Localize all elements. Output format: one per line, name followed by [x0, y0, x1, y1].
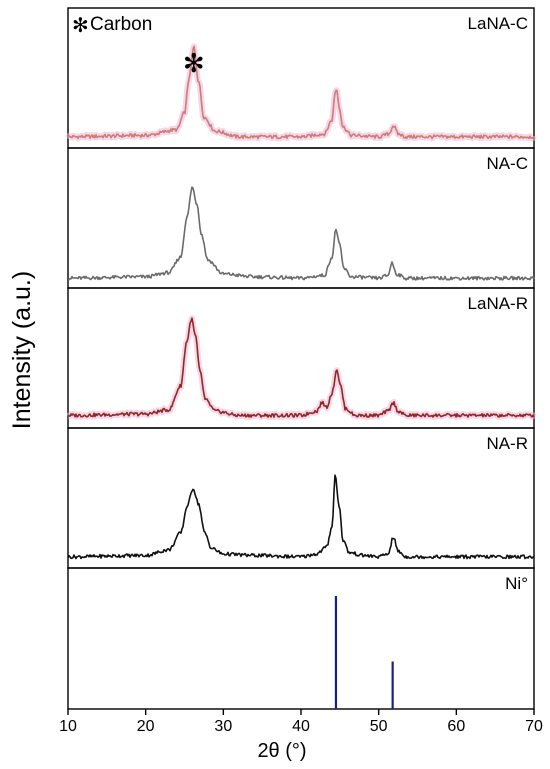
x-tick-label: 40 [292, 718, 310, 735]
carbon-legend-label: Carbon [90, 14, 152, 35]
panel-frame [67, 287, 535, 429]
panel-frame [67, 567, 535, 710]
x-tick-label: 60 [447, 718, 465, 735]
series-line-na-r [67, 474, 535, 560]
y-axis-label: Intensity (a.u.) [8, 271, 36, 429]
carbon-peak-marker: ✻ [183, 48, 205, 78]
reference-label: Ni° [505, 574, 528, 593]
panel-frame [67, 147, 535, 289]
carbon-marker-icon: ✻ [72, 15, 89, 37]
panel-frame [67, 427, 535, 569]
x-tick-label: 50 [370, 718, 388, 735]
x-tick-label: 70 [525, 718, 543, 735]
series-label: NA-R [486, 434, 528, 453]
series-label: LaNA-R [468, 294, 528, 313]
x-tick-label: 30 [214, 718, 232, 735]
series-line-lana-c [67, 45, 535, 140]
x-tick-label: 10 [59, 718, 77, 735]
series-line-na-c [67, 186, 535, 281]
series-highlight [65, 43, 537, 142]
x-tick-label: 20 [137, 718, 155, 735]
series-label: LaNA-C [468, 14, 528, 33]
series-highlight [66, 315, 537, 421]
series-line-lana-r [67, 317, 535, 418]
x-axis-label: 2θ (°) [257, 740, 306, 762]
series-label: NA-C [486, 154, 528, 173]
